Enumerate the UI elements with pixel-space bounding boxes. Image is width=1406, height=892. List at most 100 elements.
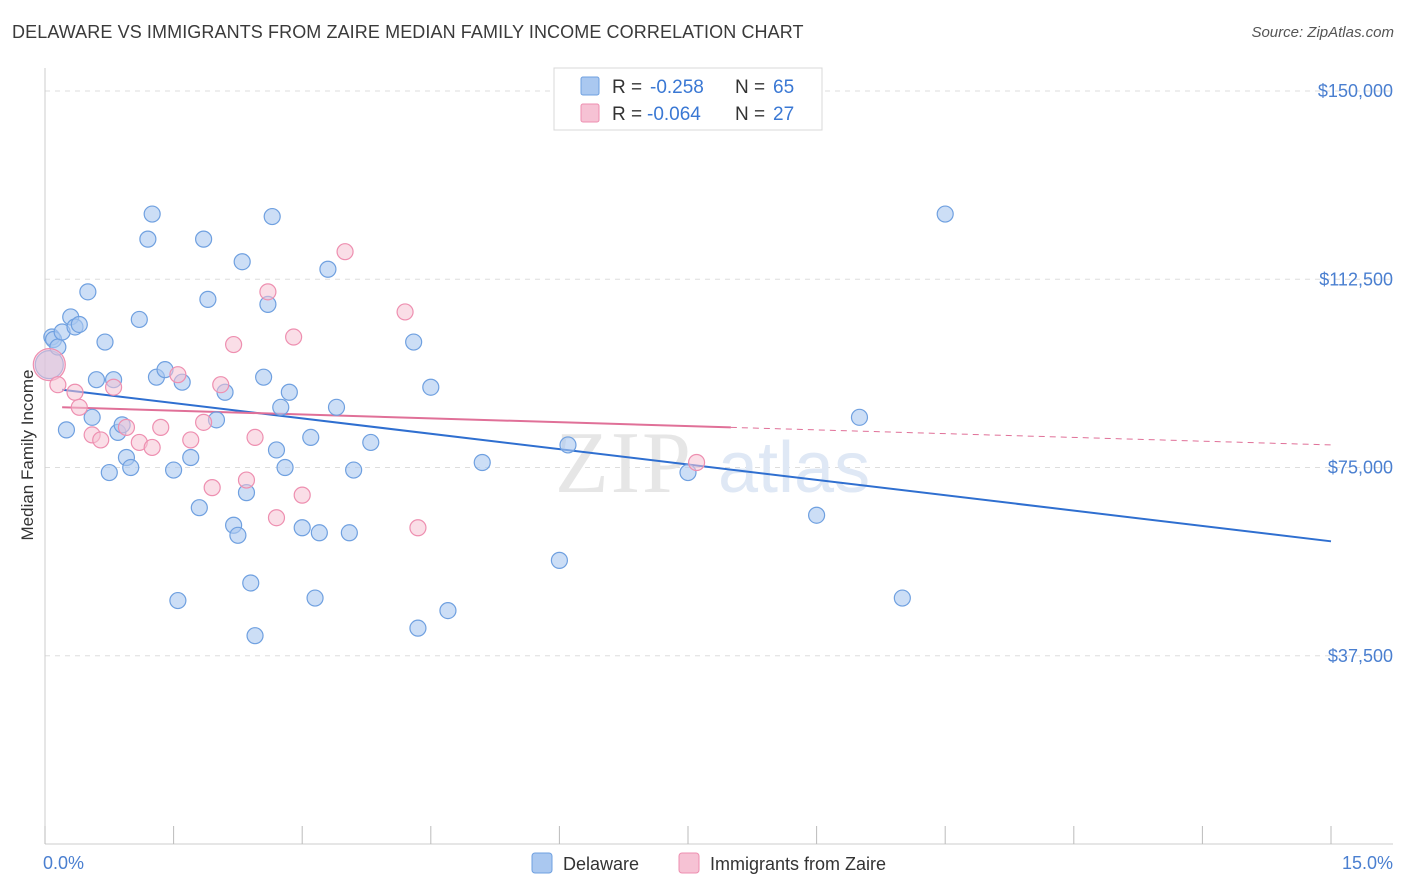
legend-n-label-zaire: N = <box>735 104 765 125</box>
point-zaire <box>285 328 303 346</box>
legend-r-label-zaire: R = <box>612 104 642 125</box>
legend-n-label-delaware: N = <box>735 77 765 98</box>
point-delaware <box>293 519 311 537</box>
point-zaire <box>195 413 213 431</box>
point-zaire <box>143 438 161 457</box>
point-delaware <box>199 290 217 308</box>
point-delaware <box>79 283 97 301</box>
bottom-legend-label-zaire: Immigrants from Zaire <box>710 854 886 874</box>
grid-layer: $37,500 $75,000 $112,500 $150,000 <box>45 81 1393 666</box>
point-zaire <box>237 471 256 489</box>
point-delaware <box>229 526 247 544</box>
legend-swatch-zaire <box>580 103 600 123</box>
point-delaware <box>439 601 457 620</box>
point-delaware <box>139 230 157 248</box>
bottom-legend: Delaware Immigrants from Zaire <box>531 852 886 874</box>
point-delaware <box>405 333 423 351</box>
point-delaware <box>70 315 88 334</box>
point-delaware <box>550 551 569 569</box>
trend-line-zaire-extension <box>730 426 1332 446</box>
point-delaware <box>327 398 346 416</box>
point-zaire <box>49 376 67 394</box>
point-zaire <box>336 243 354 261</box>
point-zaire <box>212 376 230 394</box>
point-zaire <box>182 431 200 449</box>
point-delaware <box>246 627 264 645</box>
point-zaire <box>259 283 277 301</box>
point-zaire <box>246 428 264 447</box>
point-delaware <box>100 463 118 482</box>
point-delaware <box>57 421 76 439</box>
point-delaware <box>319 260 337 278</box>
top-legend: R = -0.258 N = 65 R = -0.064 N = 27 <box>553 67 823 131</box>
point-delaware <box>362 433 380 452</box>
bottom-legend-swatch-zaire <box>678 852 700 874</box>
point-zaire <box>117 418 136 436</box>
point-zaire <box>409 519 427 537</box>
point-delaware <box>340 524 358 542</box>
point-delaware <box>422 378 440 396</box>
point-delaware <box>233 253 251 271</box>
point-delaware <box>267 441 286 459</box>
point-zaire <box>203 479 221 497</box>
point-delaware <box>306 589 324 607</box>
legend-n-value-delaware: 65 <box>773 77 794 98</box>
point-delaware <box>310 524 328 542</box>
point-zaire <box>396 303 414 321</box>
legend-n-value-zaire: 27 <box>773 104 794 125</box>
x-tick-label-max: 15.0% <box>1342 853 1393 873</box>
point-zaire <box>66 383 84 401</box>
point-delaware <box>850 408 869 426</box>
point-delaware <box>280 383 298 401</box>
point-delaware <box>345 461 363 479</box>
point-delaware <box>165 461 183 479</box>
point-zaire <box>687 453 706 472</box>
point-delaware <box>83 408 101 426</box>
point-delaware <box>272 398 290 416</box>
point-delaware <box>143 205 161 223</box>
axis-layer <box>44 68 1393 845</box>
y-tick-label: $75,000 <box>1328 458 1393 478</box>
point-delaware <box>87 371 106 389</box>
point-zaire <box>267 509 286 527</box>
point-zaire <box>152 418 170 436</box>
point-delaware <box>195 230 213 248</box>
watermark-atlas: atlas <box>718 428 870 508</box>
point-zaire <box>225 335 243 354</box>
watermark: ZIP atlas <box>555 415 870 512</box>
legend-r-label-delaware: R = <box>612 77 642 98</box>
point-delaware <box>473 453 491 472</box>
watermark-zip: ZIP <box>555 415 693 512</box>
trend-line-zaire <box>62 406 731 429</box>
chart-source: Source: ZipAtlas.com <box>1251 24 1394 41</box>
point-delaware <box>263 207 281 226</box>
point-zaire <box>32 348 66 382</box>
point-delaware <box>169 591 187 610</box>
point-delaware <box>276 458 294 477</box>
point-delaware <box>96 333 114 351</box>
point-delaware <box>130 310 148 329</box>
legend-swatch-delaware <box>580 76 600 96</box>
point-zaire <box>169 366 187 384</box>
point-delaware <box>242 574 260 592</box>
y-tick-label: $112,500 <box>1319 269 1393 289</box>
point-delaware <box>807 506 826 524</box>
point-delaware <box>302 428 320 447</box>
legend-r-value-delaware: -0.258 <box>650 77 704 98</box>
point-zaire <box>70 398 88 416</box>
point-delaware <box>255 368 273 386</box>
point-zaire <box>293 486 311 504</box>
point-delaware <box>409 619 427 637</box>
y-tick-label: $150,000 <box>1318 81 1393 101</box>
point-delaware <box>190 499 208 517</box>
y-tick-label: $37,500 <box>1328 646 1393 666</box>
x-tick-label-min: 0.0% <box>43 853 84 873</box>
points-layer <box>32 205 954 645</box>
legend-r-value-zaire: -0.064 <box>647 104 701 125</box>
point-delaware <box>182 448 200 467</box>
y-axis-title: Median Family Income <box>18 369 37 540</box>
point-delaware <box>893 589 911 607</box>
point-delaware <box>936 205 954 223</box>
bottom-legend-swatch-delaware <box>531 852 553 874</box>
